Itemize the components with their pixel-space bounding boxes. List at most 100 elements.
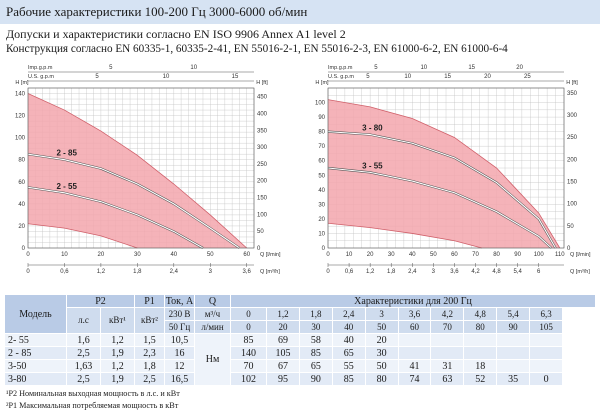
x-tick-label: 50 bbox=[430, 252, 437, 258]
cell-head: 65 bbox=[298, 359, 333, 373]
q-m3-6: 4,2 bbox=[430, 307, 465, 321]
cell-head bbox=[529, 359, 564, 373]
us-gpm-tick: 20 bbox=[484, 74, 491, 80]
m3h-tick-label: 1,8 bbox=[387, 269, 396, 275]
x-tick-label: 80 bbox=[493, 252, 500, 258]
characteristics-table: Модель P2 P1 Ток, А Q Характеристики для… bbox=[4, 294, 596, 386]
series-label: 2 - 85 bbox=[56, 149, 77, 158]
cell-head bbox=[430, 346, 465, 360]
m3h-tick-label: 0 bbox=[326, 269, 330, 275]
kw-subheader: кВт¹ bbox=[100, 307, 135, 334]
y-tick-label-ft: 50 bbox=[257, 229, 264, 235]
cell-p1: 1,8 bbox=[134, 359, 165, 373]
cell-model: 3-50 bbox=[4, 359, 67, 373]
cell-head: 95 bbox=[266, 372, 300, 386]
cell-head bbox=[430, 333, 465, 347]
series-line bbox=[27, 186, 204, 249]
cell-p1: 2,3 bbox=[134, 346, 165, 360]
y-tick-label: 0 bbox=[22, 246, 26, 252]
cell-kw: 1,9 bbox=[100, 346, 135, 360]
x-tick-label: 30 bbox=[388, 252, 395, 258]
y-tick-label: 90 bbox=[318, 115, 325, 121]
y-tick-label-ft: 0 bbox=[567, 246, 571, 252]
q-lmin-2: 30 bbox=[298, 320, 333, 334]
q-m3-9: 6,3 bbox=[529, 307, 564, 321]
y-unit-left: H [m] bbox=[315, 80, 329, 86]
y-unit-right: H [ft] bbox=[566, 80, 578, 86]
plot-frame bbox=[327, 87, 565, 249]
hp-subheader: л.с bbox=[66, 307, 101, 334]
us-gpm-tick: 10 bbox=[404, 74, 411, 80]
cell-head: 50 bbox=[364, 359, 399, 373]
q-lmin-0: 0 bbox=[230, 320, 267, 334]
voltage-subheader: 230 В bbox=[164, 307, 195, 321]
m3h-unit: Q [m³/h] bbox=[570, 269, 590, 275]
q-m3-1: 1,2 bbox=[266, 307, 300, 321]
cell-model: 2 - 85 bbox=[4, 346, 67, 360]
cell-head: 65 bbox=[331, 346, 366, 360]
x-tick-label: 20 bbox=[367, 252, 374, 258]
q-lmin-3: 40 bbox=[331, 320, 366, 334]
header-band bbox=[0, 0, 600, 24]
cell-model: 3-80 bbox=[4, 372, 67, 386]
us-gpm-tick: 5 bbox=[366, 74, 370, 80]
us-gpm-tick: 15 bbox=[444, 74, 451, 80]
cell-hp: 2,5 bbox=[66, 372, 101, 386]
m3h-tick-label: 0,6 bbox=[345, 269, 354, 275]
q-header: Q bbox=[194, 294, 231, 308]
cell-head: 30 bbox=[364, 346, 399, 360]
freq-subheader: 50 Гц bbox=[164, 320, 195, 334]
head-unit: Нм bbox=[194, 333, 231, 386]
m3h-tick-label: 3,6 bbox=[243, 269, 252, 275]
m3h-tick-label: 2,4 bbox=[170, 269, 179, 275]
y-tick-label: 10 bbox=[318, 231, 325, 237]
cell-head: 35 bbox=[496, 372, 531, 386]
y-tick-label-ft: 150 bbox=[567, 180, 578, 186]
operating-area bbox=[28, 93, 247, 248]
q-m3-2: 1,8 bbox=[298, 307, 333, 321]
y-tick-label-ft: 300 bbox=[567, 113, 578, 119]
cell-head bbox=[496, 346, 531, 360]
y-tick-label: 120 bbox=[15, 114, 26, 120]
page-title: Рабочие характеристики 100-200 Гц 3000-6… bbox=[6, 4, 308, 19]
cell-head: 63 bbox=[430, 372, 465, 386]
x-tick-label: 0 bbox=[26, 252, 30, 258]
m3h-tick-label: 1,2 bbox=[97, 269, 106, 275]
envelope-lower-line bbox=[27, 223, 138, 249]
q-lmin-5: 60 bbox=[397, 320, 432, 334]
q-lmin-4: 50 bbox=[364, 320, 399, 334]
x-tick-label: 20 bbox=[98, 252, 105, 258]
y-unit-right: H [ft] bbox=[256, 80, 268, 86]
y-tick-label-ft: 250 bbox=[257, 162, 268, 168]
x-tick-label: 70 bbox=[472, 252, 479, 258]
model-header: Модель bbox=[4, 294, 67, 334]
plot-frame bbox=[27, 87, 255, 249]
q-unit-m3: м³/ч bbox=[194, 307, 231, 321]
cell-head bbox=[397, 346, 432, 360]
y-tick-label-ft: 350 bbox=[257, 128, 268, 134]
x-tick-label: 0 bbox=[326, 252, 330, 258]
cell-head bbox=[463, 333, 498, 347]
imp-gpm-tick: 5 bbox=[374, 65, 378, 71]
p2-header: P2 bbox=[66, 294, 135, 308]
cell-kw: 1,2 bbox=[100, 333, 135, 347]
x-tick-label: 10 bbox=[346, 252, 353, 258]
y-tick-label: 20 bbox=[318, 217, 325, 223]
cell-head: 85 bbox=[298, 346, 333, 360]
cell-head: 70 bbox=[230, 359, 267, 373]
cell-amp: 12 bbox=[164, 359, 195, 373]
x-tick-label: 110 bbox=[555, 252, 565, 258]
cell-head bbox=[397, 333, 432, 347]
m3h-tick-label: 1,8 bbox=[133, 269, 142, 275]
y-tick-label-ft: 250 bbox=[567, 135, 578, 141]
us-gpm-tick: 5 bbox=[95, 74, 99, 80]
m3h-tick-label: 3 bbox=[432, 269, 436, 275]
m3h-tick-label: 0,6 bbox=[60, 269, 69, 275]
imp-gpm-tick: 15 bbox=[468, 65, 475, 71]
x-tick-label: 40 bbox=[409, 252, 416, 258]
m3h-tick-label: 5,4 bbox=[513, 269, 522, 275]
y-tick-label-ft: 400 bbox=[257, 111, 268, 117]
y-tick-label-ft: 350 bbox=[567, 91, 578, 97]
us-gpm-tick: 25 bbox=[524, 74, 531, 80]
cell-head: 41 bbox=[397, 359, 432, 373]
